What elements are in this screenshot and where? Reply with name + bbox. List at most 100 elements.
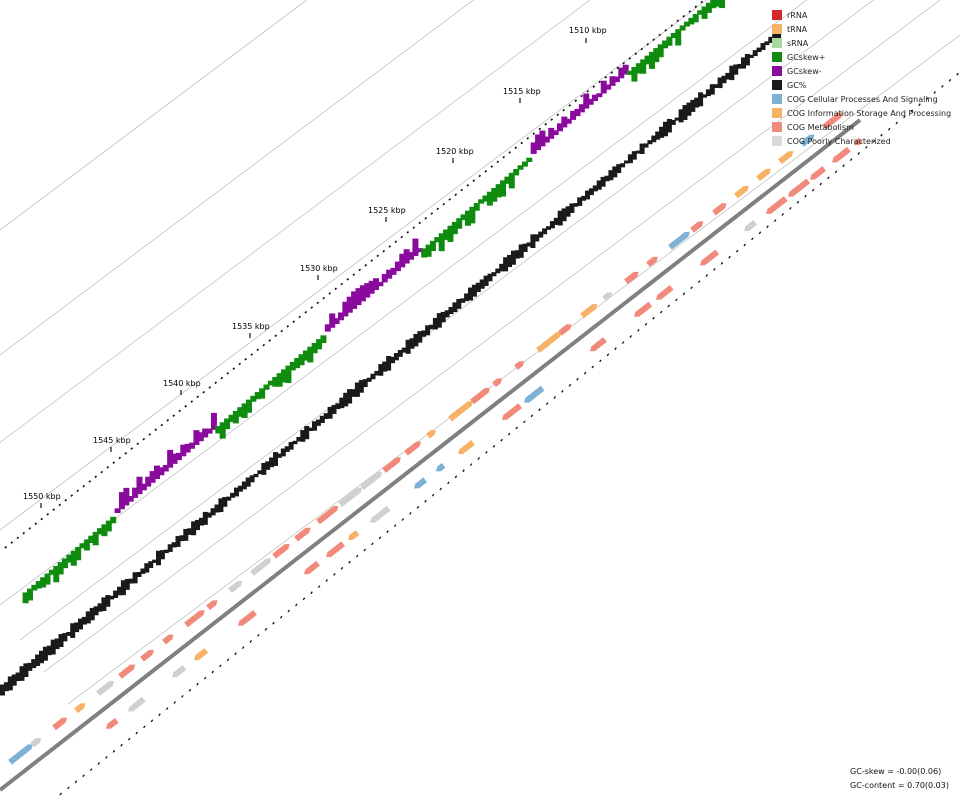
scale-tick-minor bbox=[70, 494, 74, 497]
gc-content-bar bbox=[261, 462, 267, 475]
legend-label: GCskew+ bbox=[787, 52, 826, 62]
inner-scale-tick bbox=[196, 682, 199, 686]
gc-content-bar bbox=[534, 234, 540, 242]
inner-scale-tick bbox=[583, 371, 587, 375]
scale-tick-minor bbox=[136, 442, 140, 446]
gc-content-bar bbox=[163, 549, 169, 554]
inner-scale-tick bbox=[766, 225, 769, 229]
gc-content-bar bbox=[0, 684, 5, 696]
gene-arrow bbox=[172, 665, 187, 678]
inner-scale-tick bbox=[120, 743, 123, 747]
gene-arrow-shape bbox=[800, 134, 815, 147]
gc-skew-negative-bar bbox=[189, 442, 196, 449]
inner-scale-tick bbox=[500, 438, 503, 442]
inner-scale-tick bbox=[637, 329, 640, 332]
gc-content-bar bbox=[237, 485, 243, 492]
gc-skew-positive-bar bbox=[83, 539, 90, 551]
scale-tick-minor bbox=[406, 231, 410, 234]
inner-scale-tick bbox=[393, 524, 397, 527]
legend-label: COG Cellular Processes And Signaling bbox=[787, 94, 938, 104]
tick-label-1525: 1525 kbp bbox=[368, 206, 406, 215]
gc-skew-positive-bar bbox=[460, 214, 467, 221]
gc-skew-negative-bar bbox=[596, 93, 603, 98]
inner-scale-tick bbox=[264, 627, 268, 631]
gene-arrow-shape bbox=[458, 439, 475, 455]
gc-content-bar bbox=[456, 298, 462, 309]
inner-scale-tick bbox=[181, 695, 184, 698]
gc-content-bar bbox=[655, 131, 661, 140]
inner-scale-tick bbox=[705, 274, 709, 277]
scale-tick-minor bbox=[214, 381, 218, 385]
scale-tick-minor bbox=[64, 498, 68, 502]
gc-content-bar bbox=[401, 347, 407, 353]
gc-content-bar bbox=[171, 542, 177, 548]
inner-scale-tick bbox=[462, 469, 465, 473]
gc-content-bar bbox=[678, 109, 684, 123]
gene-arrow-shape bbox=[96, 681, 115, 696]
gene-arrow bbox=[106, 717, 119, 729]
gc-skew-negative-bar bbox=[386, 269, 393, 279]
gc-content-bar bbox=[66, 631, 72, 636]
gc-content-bar bbox=[136, 571, 142, 578]
scale-tick-minor bbox=[694, 5, 698, 9]
scale-tick-minor bbox=[640, 47, 644, 51]
gene-arrow-shape bbox=[832, 146, 851, 163]
scale-tick-minor bbox=[418, 221, 422, 225]
gc-skew-positive-bar bbox=[683, 21, 690, 27]
scale-tick-minor bbox=[172, 414, 176, 417]
gene-arrow bbox=[294, 527, 311, 542]
gc-content-bar bbox=[323, 413, 329, 419]
gc-skew-positive-bar bbox=[679, 25, 686, 31]
inner-scale-tick bbox=[82, 774, 85, 778]
gc-content-bar bbox=[31, 659, 37, 669]
gc-content-bar bbox=[448, 306, 454, 315]
gc-content-bar bbox=[370, 373, 376, 380]
gc-skew-negative-bar bbox=[114, 508, 121, 514]
inner-scale-tick bbox=[568, 383, 572, 387]
gc-content-bar bbox=[214, 504, 220, 513]
gc-content-bar bbox=[343, 392, 349, 407]
gc-skew-negative-bar bbox=[118, 492, 125, 510]
inner-scale-tick bbox=[857, 152, 861, 155]
scale-tick-minor bbox=[652, 38, 656, 41]
gene-arrow-shape bbox=[778, 151, 794, 164]
guide-line bbox=[43, 0, 941, 673]
scale-tick-minor bbox=[598, 80, 602, 84]
gene-arrow bbox=[30, 737, 42, 748]
gc-content-bar bbox=[292, 440, 298, 445]
scale-tick-minor bbox=[118, 456, 122, 460]
inner-scale-tick bbox=[226, 658, 230, 662]
gene-arrow-shape bbox=[52, 717, 68, 731]
gc-content-bar bbox=[682, 105, 688, 120]
legend-swatch bbox=[772, 52, 782, 62]
inner-scale-tick bbox=[591, 365, 595, 369]
gc-content-bar bbox=[152, 559, 158, 563]
gc-skew-negative-bar bbox=[399, 253, 406, 268]
gc-skew-negative-bar bbox=[158, 467, 165, 476]
gc-skew-negative-bar bbox=[394, 261, 401, 272]
inner-scale-tick bbox=[409, 512, 412, 515]
gc-skew-positive-bar bbox=[245, 399, 252, 413]
scale-tick-minor bbox=[28, 527, 32, 530]
scale-tick-minor bbox=[310, 306, 314, 309]
inner-scale-tick bbox=[485, 451, 488, 454]
inner-scale-tick bbox=[302, 597, 306, 601]
legend-swatch bbox=[772, 66, 782, 76]
gc-content-bar bbox=[733, 64, 739, 75]
inner-scale-tick bbox=[59, 792, 63, 796]
scale-tick-minor bbox=[352, 273, 356, 276]
scale-tick-minor bbox=[670, 24, 674, 27]
gc-content-bar bbox=[565, 206, 571, 217]
gene-arrow bbox=[766, 196, 788, 214]
gc-content-bar bbox=[522, 243, 528, 252]
legend-item-cog-information: COG Information Storage And Processing bbox=[772, 106, 951, 120]
backbone-line bbox=[0, 118, 862, 792]
scale-tick-minor bbox=[166, 419, 170, 422]
scale-tick-minor bbox=[646, 43, 650, 46]
gc-content-bar bbox=[686, 102, 692, 116]
gc-content-bar bbox=[647, 140, 653, 145]
guide-line bbox=[67, 34, 960, 705]
gene-arrow bbox=[206, 600, 218, 611]
gc-content-bar bbox=[226, 496, 232, 501]
scale-tick-minor bbox=[202, 390, 206, 394]
